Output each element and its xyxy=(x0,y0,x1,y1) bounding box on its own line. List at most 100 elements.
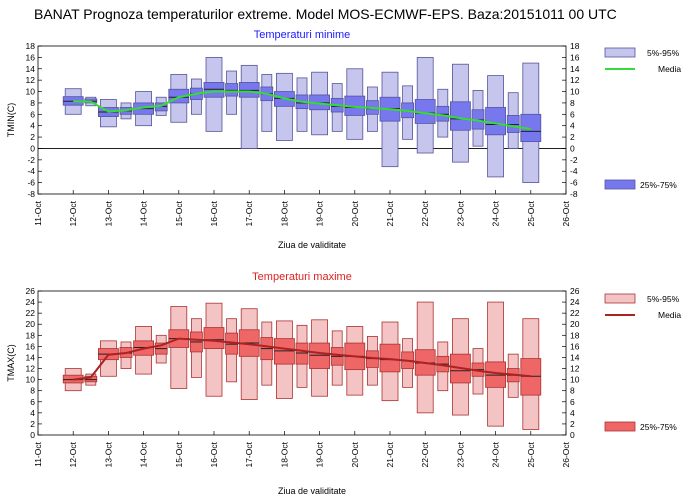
x-tick-label: 14-Oct xyxy=(139,441,149,467)
y-tick-label: 8 xyxy=(30,386,35,396)
y-tick-label: 2 xyxy=(30,419,35,429)
x-tick-label: 13-Oct xyxy=(103,441,113,467)
box-outer xyxy=(261,74,273,132)
y-tick-label-right: -8 xyxy=(570,189,578,199)
y-tick-label-right: 16 xyxy=(570,341,580,351)
y-tick-label-right: 0 xyxy=(570,430,575,440)
y-tick-label-right: 14 xyxy=(570,64,580,74)
legend-swatch-outer xyxy=(604,293,636,304)
legend-label-median: Media xyxy=(658,310,681,320)
y-tick-label: 12 xyxy=(26,364,36,374)
x-tick-label: 11-Oct xyxy=(33,441,43,467)
y-tick-label-right: 18 xyxy=(570,41,580,51)
box-inner xyxy=(436,105,450,122)
x-tick-label: 15-Oct xyxy=(174,441,184,467)
box-inner xyxy=(485,107,507,136)
y-tick-label: 10 xyxy=(26,87,36,97)
box-outer xyxy=(240,64,258,149)
x-tick-label: 16-Oct xyxy=(209,441,219,467)
y-tick-label-right: 12 xyxy=(570,75,580,85)
y-tick-label: 14 xyxy=(26,64,36,74)
y-tick-label: 16 xyxy=(26,341,36,351)
box-outer xyxy=(205,302,223,397)
y-tick-label-right: 26 xyxy=(570,286,580,296)
chart-title: Temperaturi minime xyxy=(254,29,351,41)
x-tick-label: 25-Oct xyxy=(526,200,536,226)
y-tick-label-right: 2 xyxy=(570,419,575,429)
x-tick-label: 26-Oct xyxy=(561,441,571,467)
y-tick-label: 8 xyxy=(30,98,35,108)
y-tick-label: 16 xyxy=(26,52,36,62)
y-tick-label-right: 18 xyxy=(570,330,580,340)
y-axis-title: TMIN(C) xyxy=(6,103,16,138)
y-tick-label-right: 22 xyxy=(570,308,580,318)
median-series-line xyxy=(73,90,531,131)
y-tick-label: 12 xyxy=(26,75,36,85)
y-tick-label: 4 xyxy=(30,121,35,131)
y-tick-label: 0 xyxy=(30,143,35,153)
x-tick-label: 26-Oct xyxy=(561,200,571,226)
y-axis-title: TMAX(C) xyxy=(6,344,16,382)
x-tick-label: 12-Oct xyxy=(68,441,78,467)
y-tick-label: 2 xyxy=(30,132,35,142)
median-series-line xyxy=(73,337,531,381)
y-tick-label: 18 xyxy=(26,330,36,340)
y-tick-label: 18 xyxy=(26,41,36,51)
x-tick-label: 18-Oct xyxy=(279,441,289,467)
x-tick-label: 17-Oct xyxy=(244,441,254,467)
x-tick-label: 20-Oct xyxy=(350,200,360,226)
legend-label-median: Media xyxy=(658,64,681,74)
x-axis-title: Ziua de validitate xyxy=(278,240,346,250)
chart-title: Temperaturi maxime xyxy=(252,271,352,283)
y-tick-label-right: 6 xyxy=(570,397,575,407)
y-tick-label: 4 xyxy=(30,408,35,418)
box-inner xyxy=(238,82,260,98)
x-tick-label: 19-Oct xyxy=(315,441,325,467)
y-tick-label: 6 xyxy=(30,109,35,119)
y-tick-label-right: -4 xyxy=(570,166,578,176)
y-tick-label: 6 xyxy=(30,397,35,407)
y-tick-label: 14 xyxy=(26,352,36,362)
x-tick-label: 20-Oct xyxy=(350,441,360,467)
y-tick-label: 0 xyxy=(30,430,35,440)
box-outer xyxy=(275,72,293,141)
y-tick-label-right: 8 xyxy=(570,386,575,396)
y-tick-label-right: -2 xyxy=(570,155,578,165)
legend-label-inner: 25%-75% xyxy=(640,180,677,190)
x-axis-title: Ziua de validitate xyxy=(278,486,346,496)
x-tick-label: 25-Oct xyxy=(526,441,536,467)
box-inner xyxy=(449,101,471,131)
legend-label-outer: 5%-95% xyxy=(647,48,680,58)
y-tick-label-right: 4 xyxy=(570,121,575,131)
box-inner xyxy=(203,327,225,349)
y-tick-label: 24 xyxy=(26,297,36,307)
box-inner xyxy=(506,115,520,133)
box-inner xyxy=(203,82,225,98)
y-tick-label-right: 6 xyxy=(570,109,575,119)
x-tick-label: 14-Oct xyxy=(139,200,149,226)
x-tick-label: 19-Oct xyxy=(315,200,325,226)
y-tick-label: 22 xyxy=(26,308,36,318)
plot-frame xyxy=(37,290,567,436)
x-tick-label: 22-Oct xyxy=(420,441,430,467)
y-tick-label-right: 20 xyxy=(570,319,580,329)
legend-swatch-inner xyxy=(604,421,636,432)
y-tick-label-right: 8 xyxy=(570,98,575,108)
y-tick-label: -8 xyxy=(27,189,35,199)
x-tick-label: 12-Oct xyxy=(68,200,78,226)
y-tick-label-right: 24 xyxy=(570,297,580,307)
x-tick-label: 24-Oct xyxy=(491,441,501,467)
x-tick-label: 16-Oct xyxy=(209,200,219,226)
box-inner xyxy=(520,358,542,396)
y-tick-label: 26 xyxy=(26,286,36,296)
y-tick-label-right: 4 xyxy=(570,408,575,418)
x-tick-label: 24-Oct xyxy=(491,200,501,226)
box-inner xyxy=(295,342,309,365)
box-inner xyxy=(225,83,239,97)
box-inner xyxy=(309,342,331,369)
y-tick-label: 10 xyxy=(26,375,36,385)
box-inner xyxy=(273,338,295,365)
legend-label-inner: 25%-75% xyxy=(640,422,677,432)
